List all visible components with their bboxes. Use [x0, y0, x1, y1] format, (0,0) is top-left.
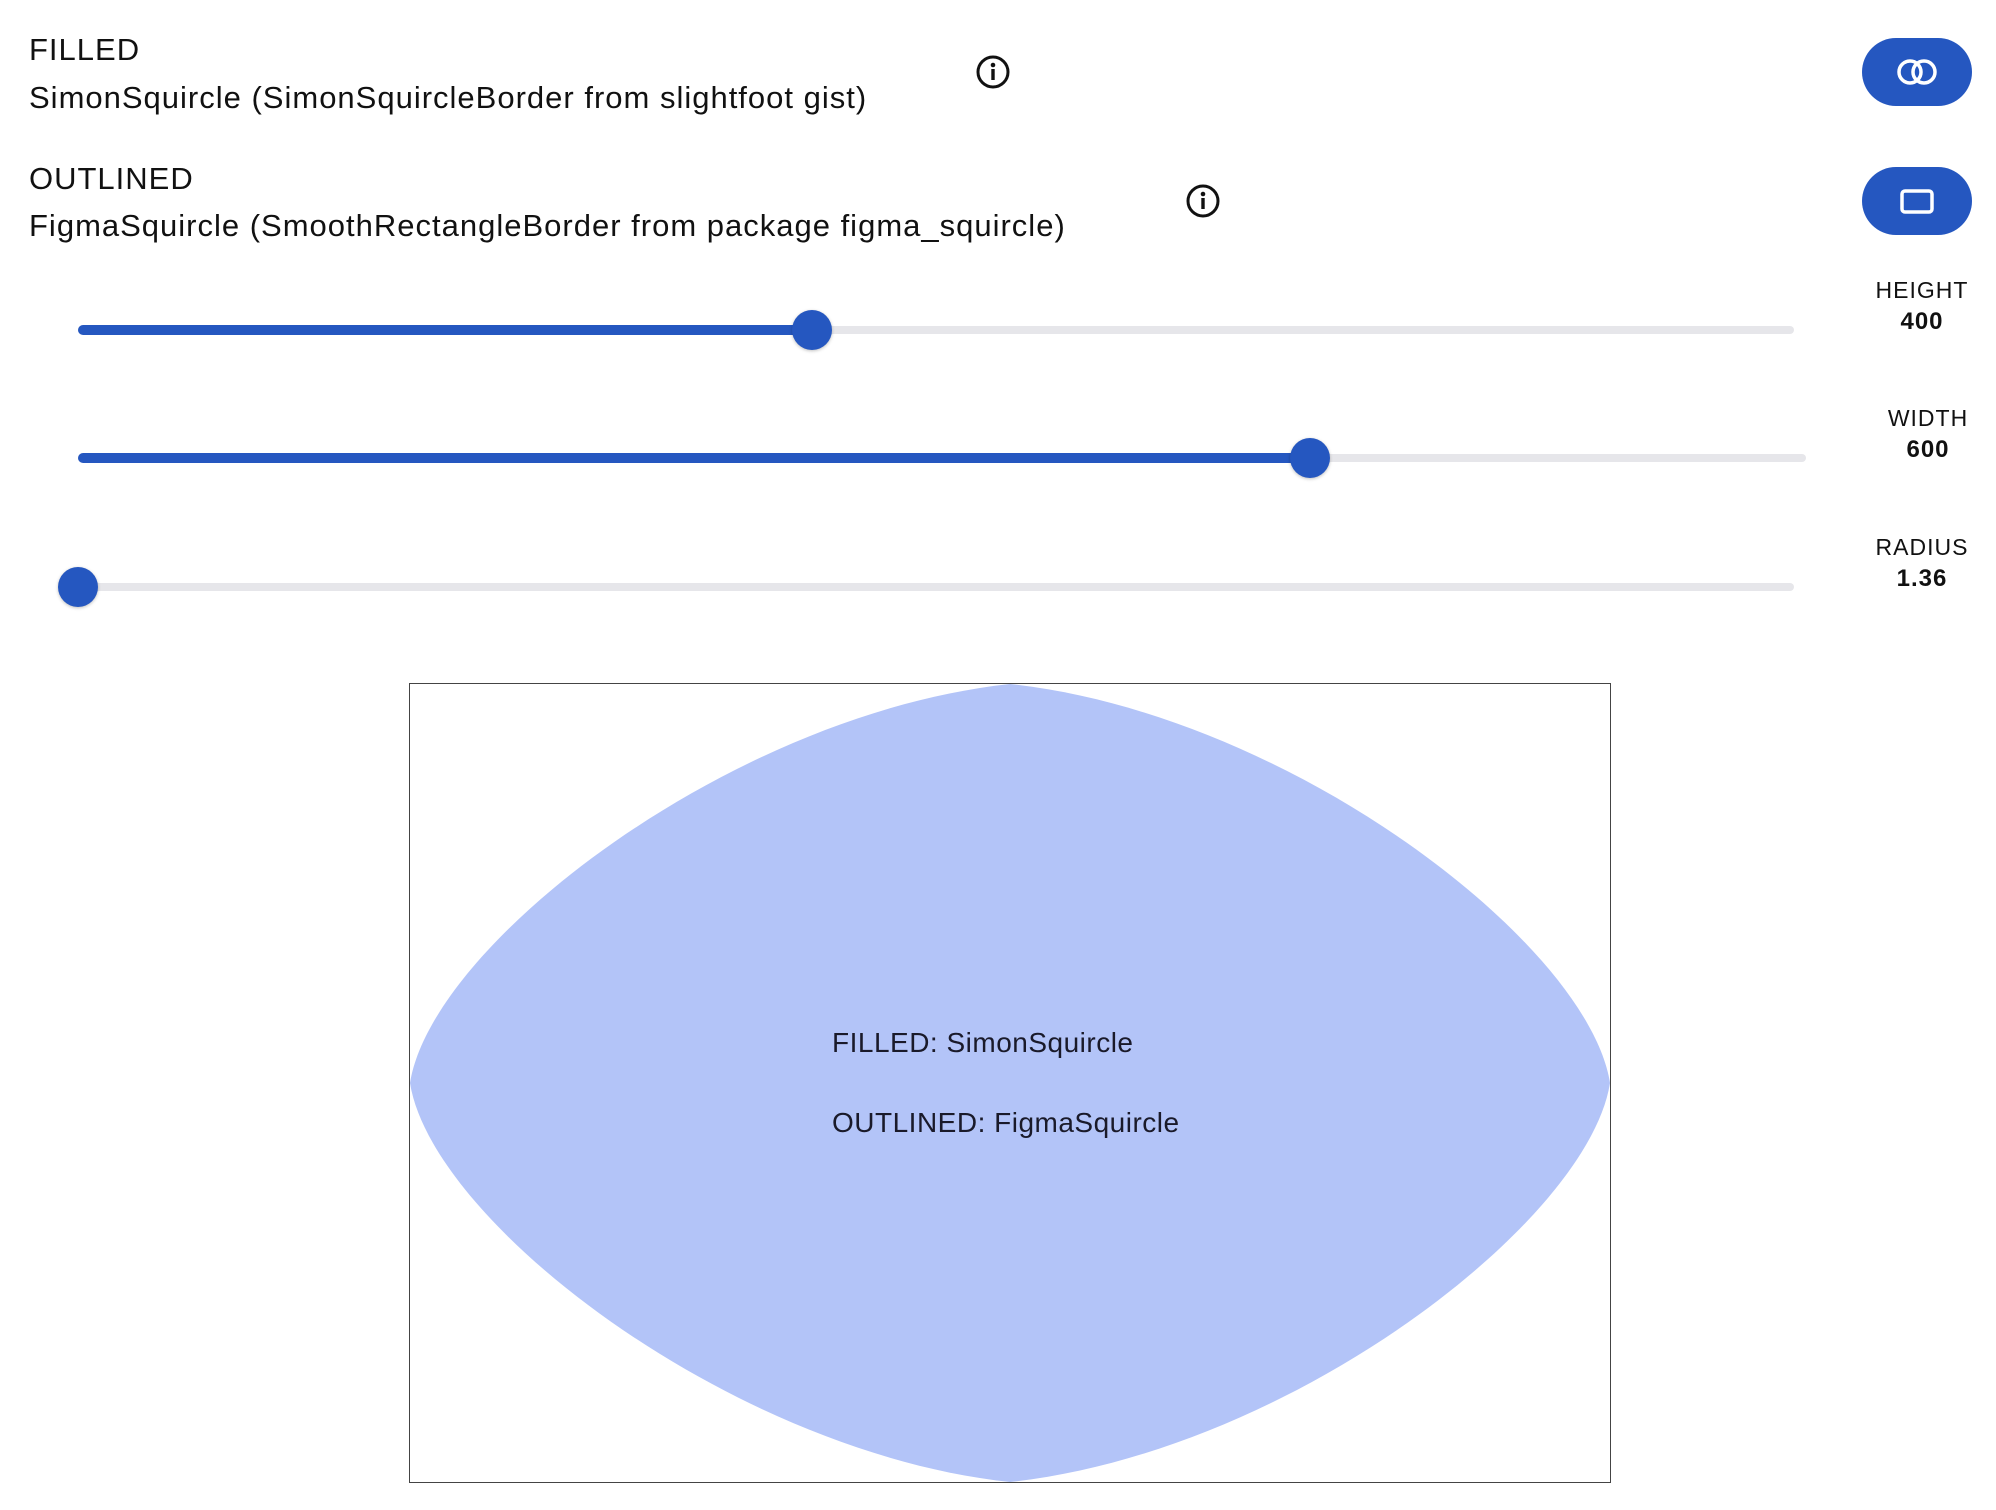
radius-label: RADIUS [1875, 534, 1969, 560]
height-slider-track [78, 326, 1794, 334]
radius-slider-thumb[interactable] [58, 567, 98, 607]
width-value: 600 [1906, 436, 1950, 463]
outlined-description: FigmaSquircle (SmoothRectangleBorder fro… [29, 208, 1066, 243]
preview-frame [409, 683, 1611, 1483]
radius-slider-track [78, 583, 1794, 591]
width-label: WIDTH [1887, 405, 1969, 431]
rectangle-outline-icon [1900, 189, 1934, 214]
width-slider[interactable] [60, 436, 1810, 480]
info-icon[interactable] [975, 54, 1011, 90]
filled-mode-label: FILLED [29, 32, 141, 67]
height-slider[interactable] [60, 308, 1800, 352]
outlined-shape-button[interactable] [1862, 167, 1972, 235]
squircle-shape [410, 684, 1610, 1482]
filled-shape-button[interactable] [1862, 38, 1972, 106]
radius-slider[interactable] [58, 565, 1800, 609]
height-value: 400 [1900, 308, 1944, 335]
preview-outlined-text: OUTLINED: FigmaSquircle [832, 1107, 1180, 1138]
overlapping-circles-icon [1897, 59, 1937, 85]
preview-filled-text: FILLED: SimonSquircle [832, 1027, 1134, 1058]
width-slider-fill [78, 453, 1310, 463]
filled-description: SimonSquircle (SimonSquircleBorder from … [29, 80, 868, 115]
height-slider-fill [78, 325, 812, 335]
height-label: HEIGHT [1875, 277, 1969, 303]
outlined-mode-label: OUTLINED [29, 161, 194, 196]
radius-value: 1.36 [1896, 565, 1948, 592]
width-slider-thumb[interactable] [1290, 438, 1330, 478]
height-slider-thumb[interactable] [792, 310, 832, 350]
info-icon[interactable] [1185, 183, 1221, 219]
